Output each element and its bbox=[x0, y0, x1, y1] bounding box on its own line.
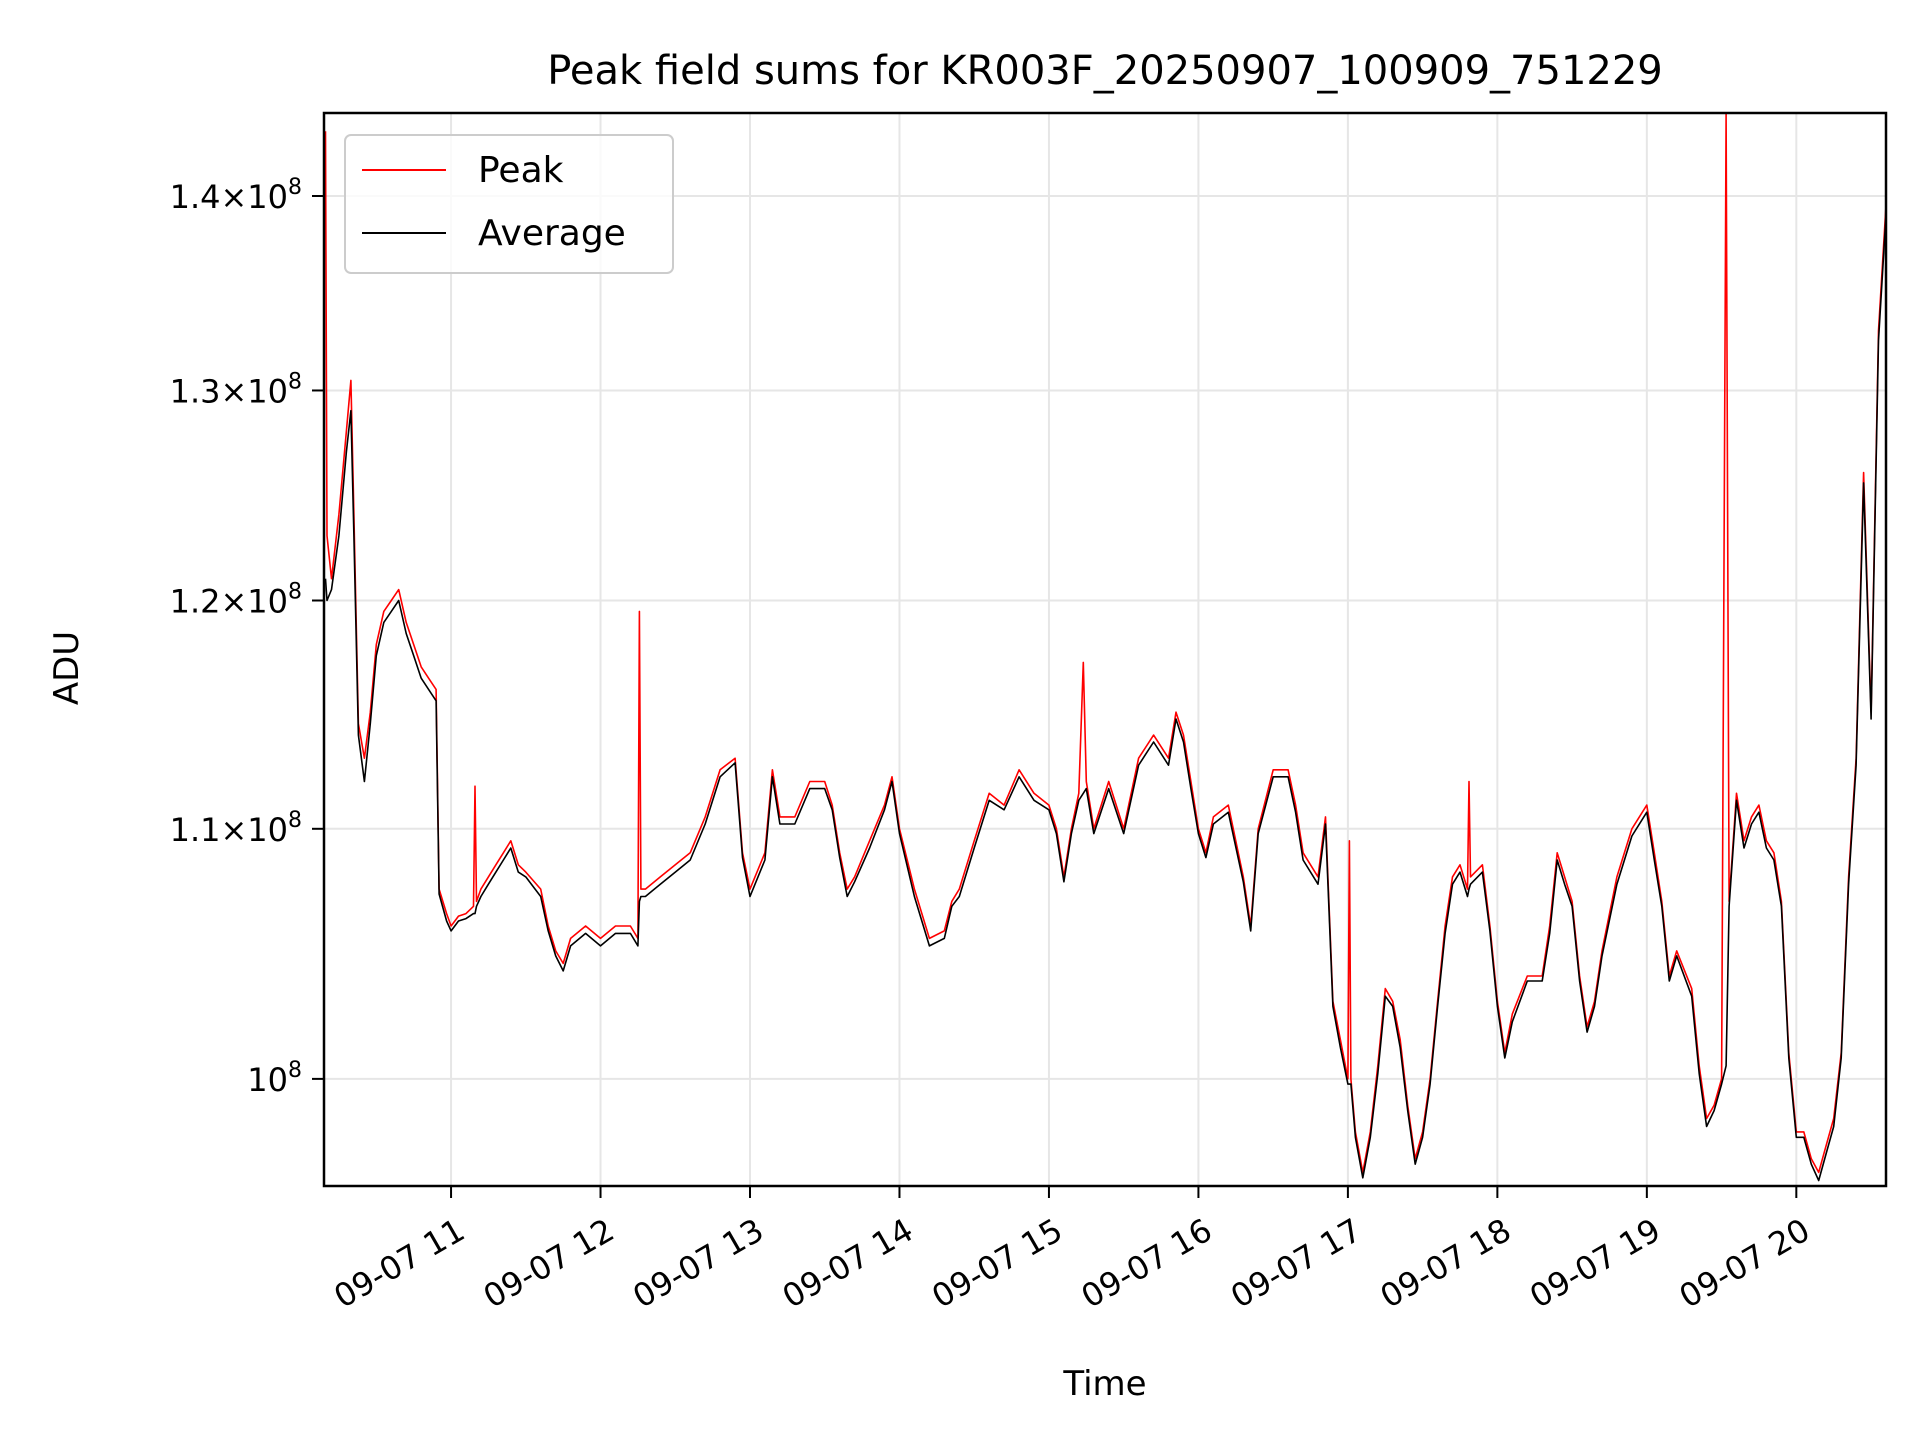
series-layer bbox=[324, 112, 1887, 1182]
series-line-average bbox=[324, 214, 1887, 1182]
axes bbox=[322, 111, 1888, 1188]
grid bbox=[324, 113, 1886, 1186]
y-tick-label: 1.1×108 bbox=[170, 808, 302, 849]
y-tick-label: 1.2×108 bbox=[170, 579, 302, 620]
legend: Peak Average bbox=[344, 134, 674, 274]
y-axis-label: ADU bbox=[47, 631, 87, 705]
y-tick-label: 108 bbox=[247, 1058, 302, 1099]
y-tick-label: 1.4×108 bbox=[170, 175, 302, 216]
legend-label-peak: Peak bbox=[478, 150, 564, 191]
y-axis-ticks: 108 1.1×108 1.2×108 1.3×108 1.4×108 bbox=[170, 175, 324, 1099]
plot-frame bbox=[322, 111, 1888, 1188]
x-axis-label: Time bbox=[1062, 1364, 1146, 1404]
chart-title: Peak field sums for KR003F_20250907_1009… bbox=[547, 48, 1663, 94]
y-tick-label: 1.3×108 bbox=[170, 369, 302, 410]
legend-label-average: Average bbox=[478, 213, 626, 254]
